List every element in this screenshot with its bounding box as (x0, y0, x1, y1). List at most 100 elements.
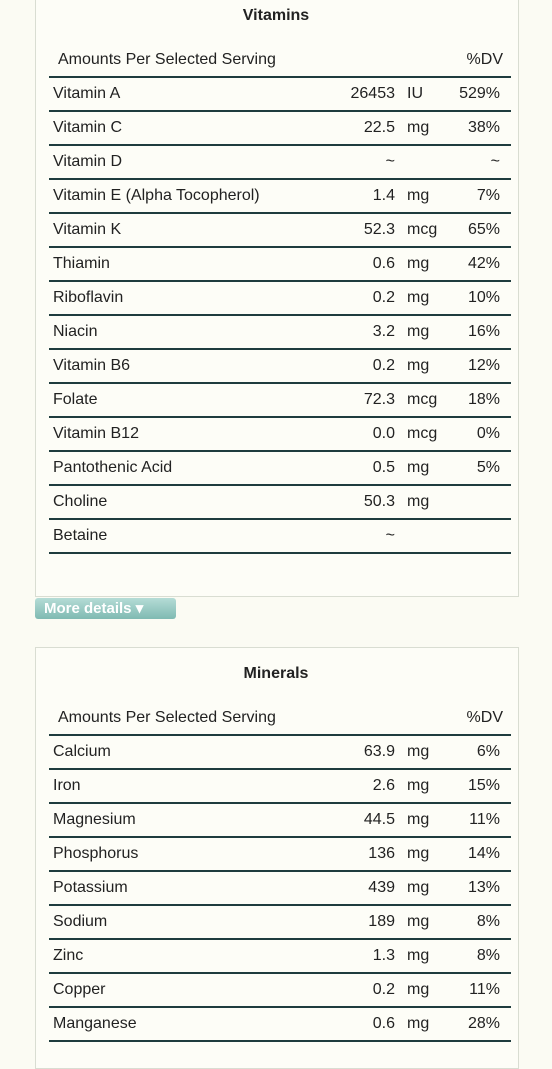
row-rule (49, 212, 511, 214)
nutrient-name: Vitamin B12 (53, 425, 139, 442)
nutrient-unit: mg (407, 1015, 430, 1032)
nutrient-dv: 10% (467, 289, 500, 306)
header-label: Amounts Per Selected Serving (58, 51, 276, 68)
nutrient-unit: mg (407, 913, 430, 930)
nutrient-unit: mg (407, 743, 430, 760)
nutrient-dv: 7% (476, 187, 500, 204)
nutrient-amount: 0.5 (372, 459, 395, 476)
nutrient-amount: 1.4 (372, 187, 395, 204)
row-rule (49, 768, 511, 770)
nutrient-name: Magnesium (53, 811, 136, 828)
nutrient-amount: 50.3 (363, 493, 395, 510)
nutrient-amount: ~ (385, 527, 395, 544)
nutrient-amount: ~ (385, 153, 395, 170)
nutrient-dv: 13% (467, 879, 500, 896)
row-rule (49, 416, 511, 418)
nutrient-name: Vitamin K (53, 221, 122, 238)
nutrient-name: Manganese (53, 1015, 137, 1032)
nutrient-amount: 0.0 (372, 425, 395, 442)
row-rule (49, 484, 511, 486)
row-rule (49, 314, 511, 316)
nutrient-unit: mg (407, 119, 430, 136)
nutrient-unit: mcg (407, 221, 438, 238)
row-rule (49, 382, 511, 384)
nutrient-dv: 14% (467, 845, 500, 862)
row-rule (49, 450, 511, 452)
nutrient-unit: mg (407, 811, 430, 828)
nutrient-dv: 28% (467, 1015, 500, 1032)
row-rule (49, 870, 511, 872)
nutrient-amount: 0.6 (372, 1015, 395, 1032)
nutrient-dv: 529% (459, 85, 500, 102)
nutrient-amount: 22.5 (363, 119, 395, 136)
nutrient-amount: 72.3 (363, 391, 395, 408)
nutrient-dv: 0% (476, 425, 500, 442)
row-rule (49, 972, 511, 974)
nutrient-unit: mg (407, 289, 430, 306)
header-dv: %DV (466, 51, 503, 68)
nutrient-name: Pantothenic Acid (53, 459, 173, 476)
nutrient-dv: 6% (476, 743, 500, 760)
nutrient-unit: mg (407, 845, 430, 862)
nutrient-name: Riboflavin (53, 289, 124, 306)
header-rule (49, 734, 511, 736)
minerals-panel (35, 647, 519, 1069)
nutrient-amount: 52.3 (363, 221, 395, 238)
row-rule (49, 518, 511, 520)
section-title: Minerals (243, 665, 309, 682)
row-rule (49, 144, 511, 146)
nutrient-dv: 5% (476, 459, 500, 476)
button-label: More details (44, 600, 132, 617)
nutrient-amount: 2.6 (372, 777, 395, 794)
nutrient-amount: 44.5 (363, 811, 395, 828)
nutrient-unit: mcg (407, 425, 438, 442)
nutrient-amount: 26453 (350, 85, 396, 102)
nutrient-dv: 11% (469, 811, 500, 828)
header-rule (49, 76, 511, 78)
nutrient-unit: mg (407, 187, 430, 204)
nutrient-name: Betaine (53, 527, 108, 544)
nutrient-unit: mcg (407, 391, 438, 408)
nutrient-dv: 16% (467, 323, 500, 340)
nutrient-amount: 0.2 (372, 357, 395, 374)
nutrient-dv: 11% (469, 981, 500, 998)
nutrient-dv: ~ (490, 153, 500, 170)
nutrient-dv: 38% (467, 119, 500, 136)
nutrient-name: Iron (53, 777, 81, 794)
row-rule (49, 1006, 511, 1008)
more-details-button[interactable]: More details ▾ (35, 598, 176, 619)
row-rule (49, 348, 511, 350)
nutrient-unit: IU (407, 85, 423, 102)
row-rule (49, 938, 511, 940)
nutrient-amount: 0.6 (372, 255, 395, 272)
nutrient-dv: 12% (467, 357, 500, 374)
page: More details ▾ (() => { const data = JSO… (35, 0, 519, 1069)
nutrient-amount: 439 (368, 879, 395, 896)
row-rule (49, 904, 511, 906)
nutrient-name: Potassium (53, 879, 128, 896)
nutrient-name: Vitamin D (53, 153, 123, 170)
nutrient-name: Copper (53, 981, 106, 998)
nutrient-unit: mg (407, 947, 430, 964)
row-rule (49, 836, 511, 838)
row-rule (49, 178, 511, 180)
header-dv: %DV (466, 709, 503, 726)
nutrient-dv: 65% (467, 221, 500, 238)
nutrient-unit: mg (407, 459, 430, 476)
nutrient-dv: 8% (476, 913, 500, 930)
nutrient-dv: 18% (467, 391, 500, 408)
row-rule (49, 110, 511, 112)
nutrient-unit: mg (407, 879, 430, 896)
row-rule (49, 802, 511, 804)
nutrient-amount: 1.3 (372, 947, 395, 964)
row-rule (49, 280, 511, 282)
header-label: Amounts Per Selected Serving (58, 709, 276, 726)
nutrient-amount: 0.2 (372, 981, 395, 998)
nutrient-amount: 0.2 (372, 289, 395, 306)
nutrient-unit: mg (407, 493, 430, 510)
nutrient-name: Vitamin B6 (53, 357, 131, 374)
section-title: Vitamins (242, 7, 310, 24)
nutrient-amount: 63.9 (363, 743, 395, 760)
nutrient-unit: mg (407, 323, 430, 340)
nutrient-name: Sodium (53, 913, 108, 930)
